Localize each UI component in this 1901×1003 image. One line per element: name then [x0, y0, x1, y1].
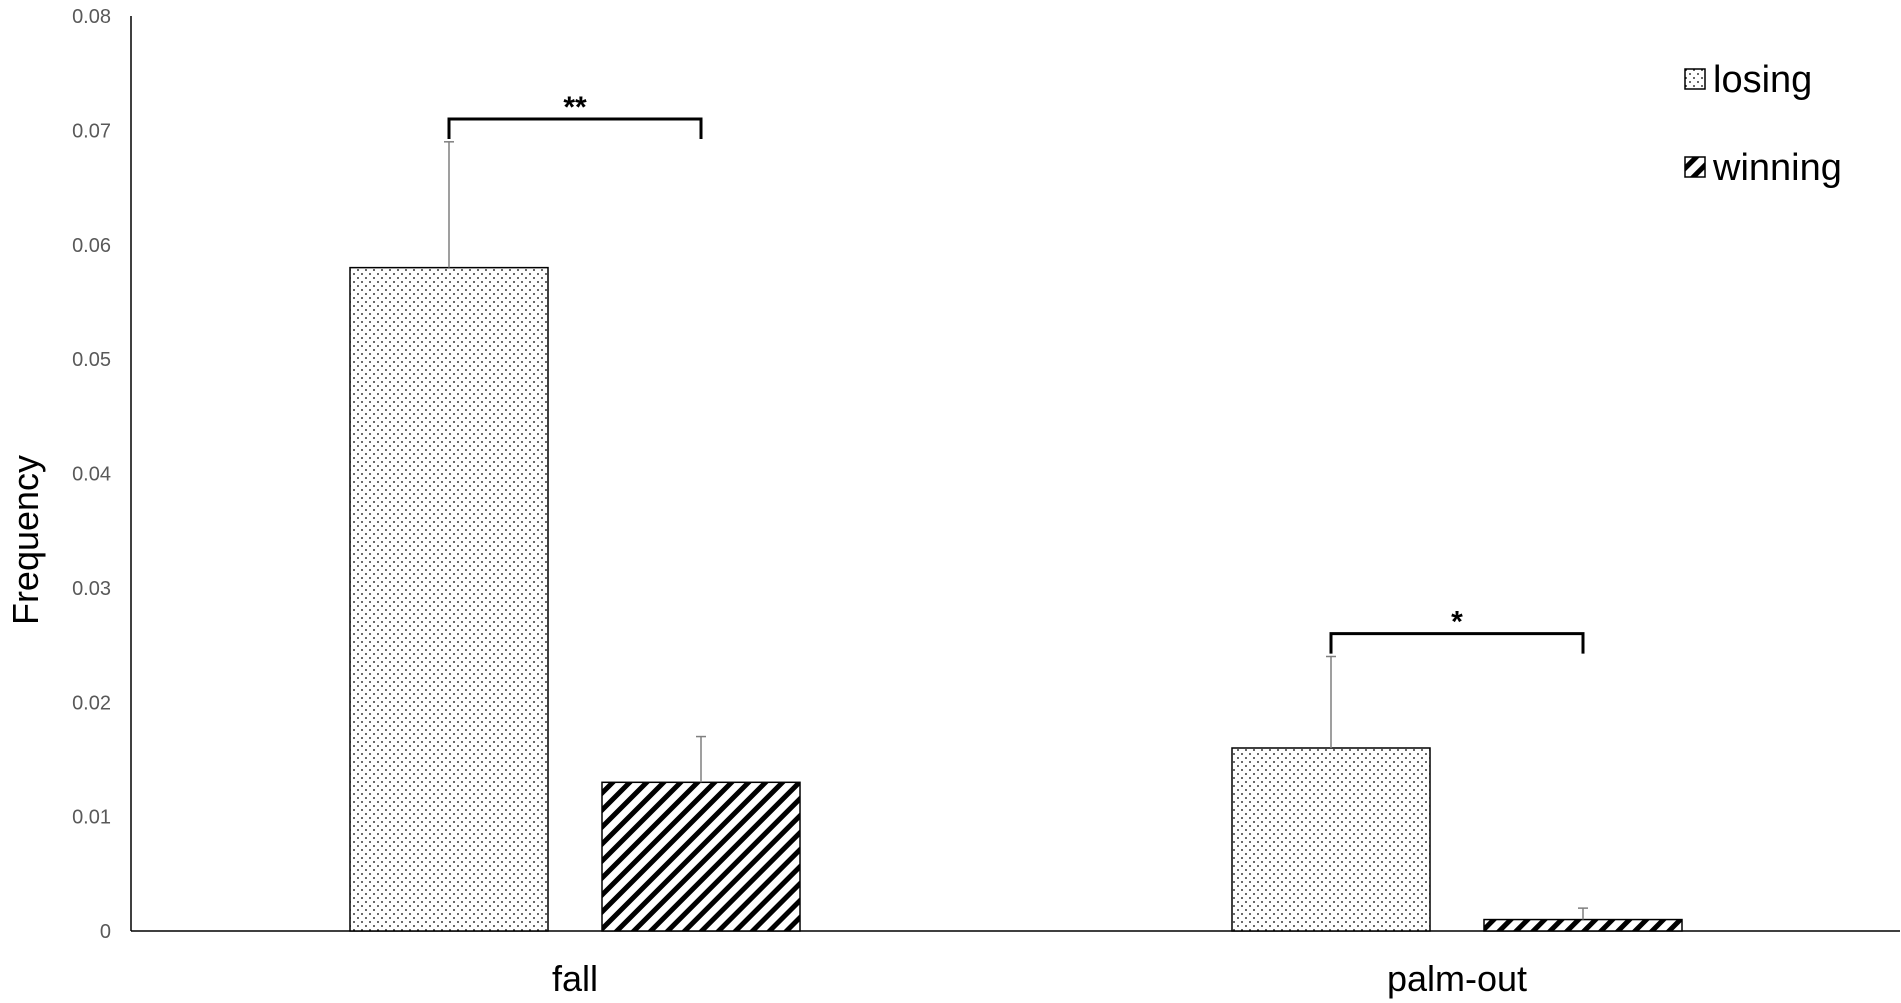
y-tick-label: 0.02 — [72, 692, 111, 714]
y-tick-label: 0.04 — [72, 464, 111, 486]
x-category-label: palm-out — [1387, 958, 1527, 999]
significance-label: * — [1451, 606, 1463, 639]
axes: 0 0.01 0.02 0.03 0.04 0.05 0.06 0.07 0.08 fall pal… — [5, 6, 1900, 999]
significance-label: ** — [563, 91, 587, 124]
legend-label-losing: losing — [1713, 59, 1812, 101]
y-tick-label: 0.07 — [72, 120, 111, 142]
significance-bracket — [1329, 632, 1585, 654]
significance-bracket — [447, 117, 703, 139]
bar-losing-fall — [349, 266, 549, 932]
bar-winning-palm-out — [1483, 918, 1683, 932]
legend-label-winning: winning — [1712, 147, 1842, 189]
y-tick-label: 0.03 — [72, 578, 111, 600]
legend: losing winning — [1684, 59, 1842, 189]
y-tick-label: 0.01 — [72, 807, 111, 829]
legend-swatch-winning — [1684, 156, 1706, 178]
y-tick-label: 0 — [100, 921, 111, 943]
significance-markers: *** — [447, 91, 1585, 654]
bars — [349, 266, 1683, 932]
y-tick-label: 0.06 — [72, 235, 111, 257]
y-axis-title: Frequency — [5, 455, 46, 625]
y-tick-label: 0.05 — [72, 349, 111, 371]
error-bars — [444, 141, 1588, 920]
y-tick-label: 0.08 — [72, 6, 111, 28]
bar-losing-palm-out — [1231, 747, 1431, 932]
legend-swatch-losing — [1684, 68, 1706, 90]
x-category-label: fall — [552, 958, 598, 999]
bar-winning-fall — [601, 781, 801, 932]
